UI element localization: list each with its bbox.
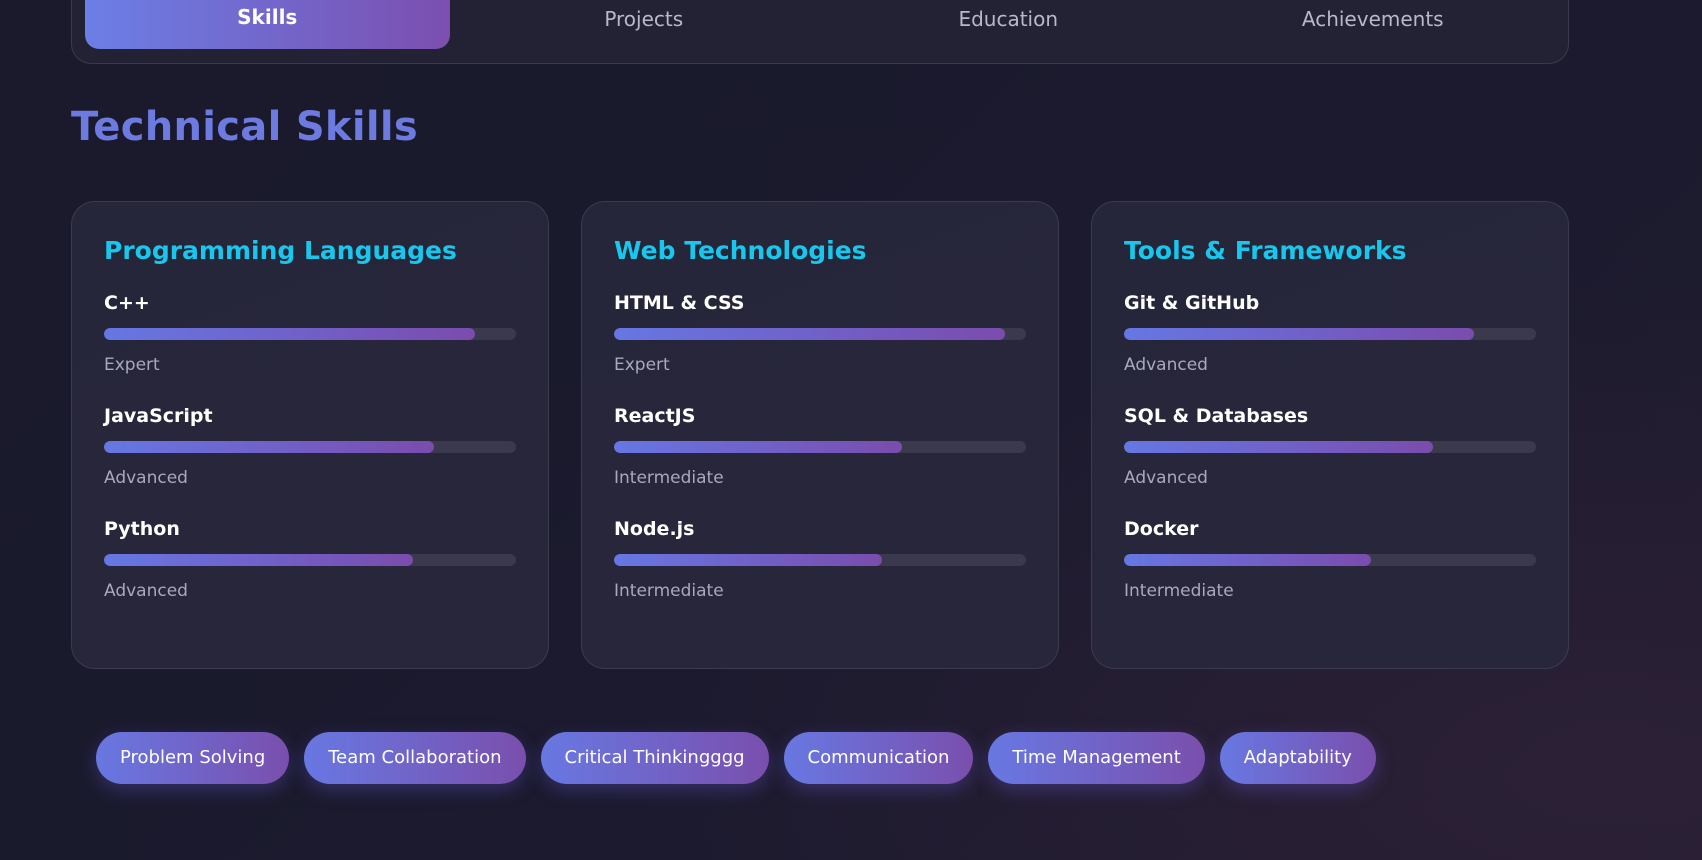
skill-progress-bar <box>1124 328 1536 340</box>
tab-education[interactable]: Education <box>958 7 1059 31</box>
skill-progress-fill <box>1124 441 1433 453</box>
skill-card-programming-languages: Programming Languages C++ Expert JavaScr… <box>71 201 549 669</box>
skill-name: C++ <box>104 292 150 314</box>
skill-name: ReactJS <box>614 405 696 427</box>
skill-level: Advanced <box>1124 468 1208 488</box>
soft-skill-tag[interactable]: Team Collaboration <box>304 732 526 784</box>
skill-level: Expert <box>614 355 670 375</box>
skill-name: HTML & CSS <box>614 292 745 314</box>
skill-item: Git & GitHub Advanced <box>1124 290 1536 403</box>
skill-level: Expert <box>104 355 160 375</box>
card-title: Programming Languages <box>104 236 457 265</box>
skill-progress-bar <box>614 554 1026 566</box>
skill-item: JavaScript Advanced <box>104 403 516 516</box>
skill-progress-bar <box>104 328 516 340</box>
card-title: Tools & Frameworks <box>1124 236 1407 265</box>
skill-item: Docker Intermediate <box>1124 516 1536 629</box>
skill-item: ReactJS Intermediate <box>614 403 1026 516</box>
skill-progress-fill <box>104 554 413 566</box>
skill-progress-fill <box>614 554 882 566</box>
skill-level: Intermediate <box>614 468 724 488</box>
soft-skill-tag[interactable]: Adaptability <box>1219 732 1376 784</box>
skill-item: Python Advanced <box>104 516 516 629</box>
skill-item: HTML & CSS Expert <box>614 290 1026 403</box>
skill-item: SQL & Databases Advanced <box>1124 403 1536 516</box>
skill-level: Advanced <box>1124 355 1208 375</box>
skill-progress-fill <box>1124 554 1372 566</box>
soft-skill-tag[interactable]: Communication <box>783 732 974 784</box>
skill-progress-fill <box>614 328 1006 340</box>
section-tabs: Skills Projects Education Achievements <box>71 0 1569 64</box>
skill-progress-fill <box>614 441 903 453</box>
tab-projects[interactable]: Projects <box>604 7 684 31</box>
skill-name: Docker <box>1124 518 1199 540</box>
skill-progress-bar <box>104 554 516 566</box>
skill-progress-bar <box>104 441 516 453</box>
skill-cards: Programming Languages C++ Expert JavaScr… <box>71 201 1569 669</box>
card-title: Web Technologies <box>614 236 867 265</box>
skill-progress-bar <box>614 441 1026 453</box>
skill-card-web-technologies: Web Technologies HTML & CSS Expert React… <box>581 201 1059 669</box>
skill-progress-fill <box>1124 328 1475 340</box>
skill-name: SQL & Databases <box>1124 405 1309 427</box>
skill-progress-bar <box>1124 554 1536 566</box>
skill-level: Intermediate <box>614 581 724 601</box>
skill-name: Python <box>104 518 180 540</box>
skill-name: Git & GitHub <box>1124 292 1260 314</box>
skill-level: Advanced <box>104 581 188 601</box>
soft-skill-tag[interactable]: Time Management <box>988 732 1205 784</box>
soft-skill-tag[interactable]: Critical Thinkingggg <box>540 732 769 784</box>
skill-card-tools-frameworks: Tools & Frameworks Git & GitHub Advanced… <box>1091 201 1569 669</box>
tab-skills[interactable]: Skills <box>85 0 450 49</box>
skill-name: Node.js <box>614 518 695 540</box>
tab-achievements[interactable]: Achievements <box>1301 7 1444 31</box>
skill-level: Intermediate <box>1124 581 1234 601</box>
skill-name: JavaScript <box>104 405 213 427</box>
skill-item: Node.js Intermediate <box>614 516 1026 629</box>
skill-progress-bar <box>614 328 1026 340</box>
skill-item: C++ Expert <box>104 290 516 403</box>
soft-skills-list: Problem Solving Team Collaboration Criti… <box>96 732 1376 784</box>
section-title: Technical Skills <box>71 104 418 150</box>
skill-progress-bar <box>1124 441 1536 453</box>
skill-level: Advanced <box>104 468 188 488</box>
skill-progress-fill <box>104 328 475 340</box>
soft-skill-tag[interactable]: Problem Solving <box>96 732 290 784</box>
skill-progress-fill <box>104 441 434 453</box>
